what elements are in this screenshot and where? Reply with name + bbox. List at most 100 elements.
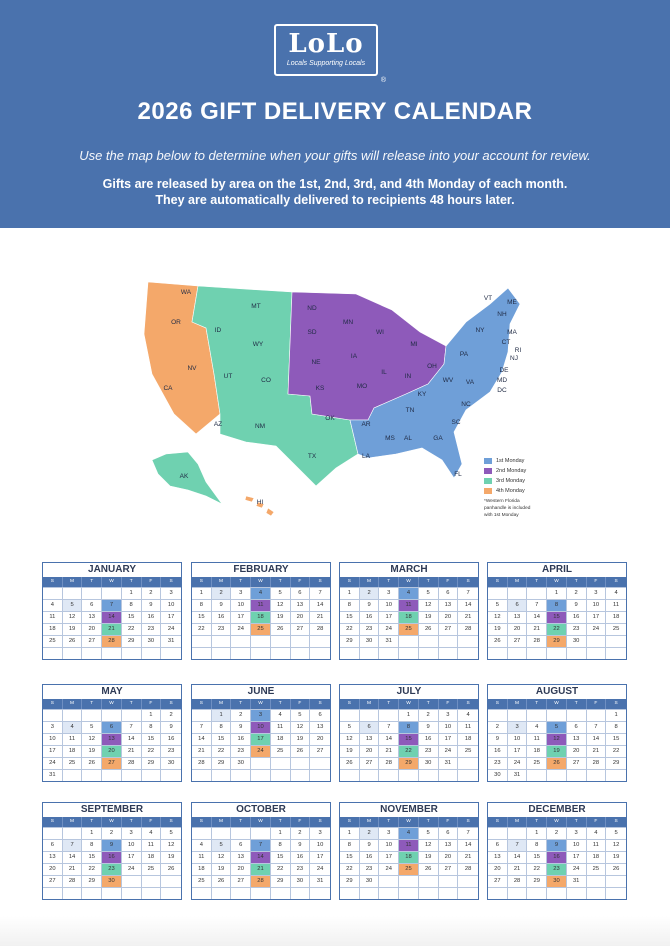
day-cell bbox=[527, 588, 548, 599]
day-cell: 10 bbox=[508, 734, 528, 745]
day-cell: 2 bbox=[211, 588, 232, 599]
day-cell bbox=[399, 648, 419, 659]
day-cell: 17 bbox=[567, 852, 587, 863]
day-cell: 20 bbox=[360, 746, 380, 757]
state-label-co: CO bbox=[261, 377, 271, 384]
week-row: 7 8 9 10 11 12 13 bbox=[192, 721, 330, 733]
state-label-az: AZ bbox=[214, 421, 222, 428]
day-cell: 4 bbox=[62, 722, 83, 733]
day-cell: 28 bbox=[316, 626, 324, 632]
day-cell bbox=[587, 770, 607, 781]
weekday-label: S bbox=[192, 577, 212, 587]
week-row: 16 17 18 19 20 21 22 bbox=[488, 745, 626, 757]
day-cell: 27 bbox=[43, 876, 63, 887]
day-cell bbox=[508, 648, 528, 659]
month-calendar-march: MARCH S M T W T F S 1 2 3 4 5 6 7 8 9 10 11 12 13 14 15 16 17 18 1… bbox=[339, 562, 479, 660]
day-cell bbox=[271, 770, 291, 781]
day-cell bbox=[439, 648, 459, 659]
day-cell: 24 bbox=[379, 624, 400, 635]
day-cell: 21 bbox=[251, 864, 271, 875]
day-cell: 5 bbox=[271, 588, 291, 599]
day-cell: 16 bbox=[547, 852, 567, 863]
day-cell: 19 bbox=[419, 852, 439, 863]
day-cell: 22 bbox=[527, 864, 548, 875]
state-label-nj: NJ bbox=[510, 355, 518, 362]
week-row: 28 29 30 bbox=[192, 757, 330, 769]
page-subtitle: Use the map below to determine when your… bbox=[79, 148, 591, 163]
day-cell: 3 bbox=[251, 710, 271, 721]
day-cell bbox=[508, 828, 528, 839]
week-row: 11 12 13 14 15 16 17 bbox=[192, 851, 330, 863]
day-cell: 24 bbox=[439, 746, 459, 757]
day-cell: 11 bbox=[142, 840, 162, 851]
day-cell bbox=[231, 888, 252, 899]
weekday-label: S bbox=[192, 817, 212, 827]
day-cell bbox=[212, 636, 232, 647]
day-cell: 6 bbox=[567, 722, 587, 733]
week-row: 13 14 15 16 17 18 19 bbox=[488, 851, 626, 863]
day-cell bbox=[192, 636, 212, 647]
weekday-label: T bbox=[122, 577, 142, 587]
day-cell: 27 bbox=[439, 624, 459, 635]
day-cell: 18 bbox=[527, 746, 548, 757]
day-cell bbox=[360, 770, 380, 781]
day-cell: 19 bbox=[340, 746, 360, 757]
weekday-label: S bbox=[340, 699, 360, 709]
day-cell: 30 bbox=[360, 636, 380, 647]
day-cell bbox=[458, 888, 478, 899]
weekday-label: F bbox=[291, 577, 311, 587]
day-cell: 30 bbox=[547, 876, 567, 887]
page-footer bbox=[0, 916, 670, 946]
day-cell bbox=[231, 828, 252, 839]
day-cell: 30 bbox=[488, 770, 508, 781]
day-cell: 21 bbox=[464, 854, 472, 860]
day-cell: 19 bbox=[612, 854, 620, 860]
state-label-id: ID bbox=[215, 327, 222, 334]
day-cell: 11 bbox=[399, 840, 419, 851]
day-cell: 8 bbox=[527, 840, 548, 851]
day-cell bbox=[587, 710, 607, 721]
day-cell: 15 bbox=[547, 612, 567, 623]
week-row: 26 27 28 29 30 31 bbox=[340, 757, 478, 769]
weekday-label: S bbox=[43, 577, 63, 587]
day-cell: 10 bbox=[167, 602, 175, 608]
day-cell bbox=[122, 710, 142, 721]
day-cell bbox=[231, 648, 252, 659]
weekday-label: S bbox=[466, 819, 470, 824]
day-cell bbox=[379, 710, 400, 721]
day-cell: 26 bbox=[488, 636, 508, 647]
day-cell: 12 bbox=[488, 612, 508, 623]
month-title: SEPTEMBER bbox=[80, 804, 144, 815]
week-row bbox=[488, 887, 626, 899]
day-cell: 23 bbox=[360, 864, 380, 875]
week-row: 25 26 27 28 29 30 31 bbox=[43, 635, 181, 647]
day-cell: 14 bbox=[251, 852, 271, 863]
day-cell bbox=[291, 758, 311, 769]
day-cell: 6 bbox=[318, 712, 322, 718]
weekday-label: M bbox=[63, 699, 83, 709]
day-cell: 17 bbox=[251, 734, 271, 745]
day-cell: 11 bbox=[613, 602, 620, 608]
day-cell: 30 bbox=[360, 876, 380, 887]
day-cell bbox=[192, 648, 212, 659]
weekday-label: T bbox=[527, 699, 548, 709]
day-cell: 1 bbox=[82, 828, 103, 839]
weekday-label: F bbox=[439, 817, 459, 827]
day-cell bbox=[291, 648, 311, 659]
day-cell: 7 bbox=[466, 590, 470, 596]
day-cell bbox=[102, 588, 122, 599]
week-row bbox=[192, 647, 330, 659]
day-cell: 15 bbox=[612, 736, 620, 742]
day-cell: 9 bbox=[291, 840, 311, 851]
weekday-label: S bbox=[488, 699, 508, 709]
week-row bbox=[488, 647, 626, 659]
week-row: 10 11 12 13 14 15 16 bbox=[43, 733, 181, 745]
release-info-line-2: They are automatically delivered to reci… bbox=[155, 193, 515, 207]
week-row: 19 20 21 22 23 24 25 bbox=[340, 745, 478, 757]
day-cell: 17 bbox=[379, 612, 400, 623]
